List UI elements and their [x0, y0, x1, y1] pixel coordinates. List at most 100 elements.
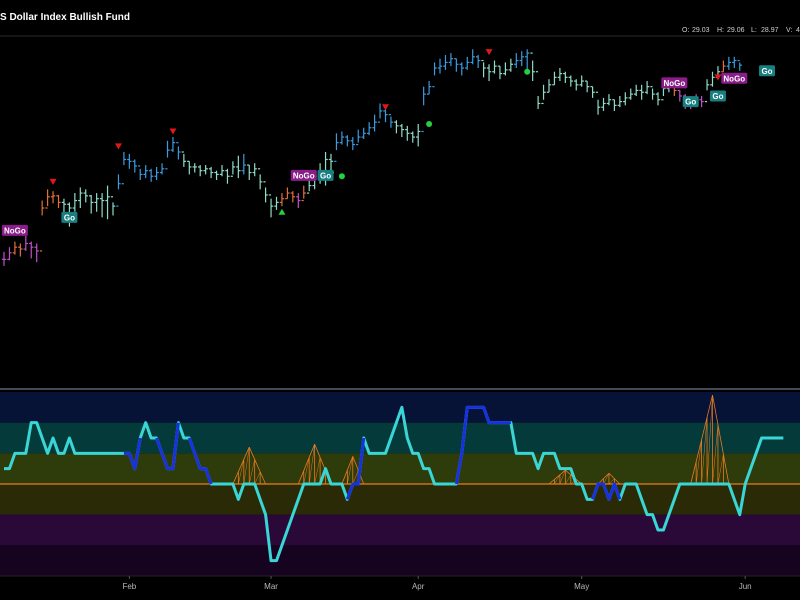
price-bar — [290, 191, 296, 203]
price-bar — [388, 114, 394, 128]
ohlc-high-value: 29.06 — [727, 27, 745, 34]
price-bar — [552, 71, 557, 86]
signal-triangle-down — [169, 128, 177, 135]
price-bar — [710, 71, 715, 87]
histogram-mesh — [249, 459, 255, 485]
price-bar — [579, 75, 584, 87]
nogo-label: NoGo — [290, 169, 317, 181]
histogram-mesh — [695, 439, 702, 485]
price-bar — [116, 174, 121, 207]
nogo-label-text: NoGo — [4, 226, 26, 235]
x-tick-label: Feb — [122, 582, 136, 591]
oscillator-strong-segments — [123, 405, 622, 501]
price-bar — [432, 62, 437, 88]
price-bar — [481, 59, 486, 78]
signal-triangle-down — [714, 74, 722, 81]
price-bar — [132, 159, 137, 173]
ohlc-low-value: 28.97 — [761, 27, 779, 34]
oscillator-strong-segment — [345, 437, 366, 500]
go-label-text: Go — [64, 213, 75, 222]
price-bar — [296, 193, 301, 208]
price-bar — [268, 194, 274, 218]
price-bar — [612, 99, 617, 111]
histogram-edge — [701, 417, 708, 440]
price-bar — [192, 163, 197, 173]
signal-dot — [426, 121, 433, 127]
histogram-edge — [559, 469, 566, 476]
histogram-mesh — [243, 447, 250, 485]
price-bar — [334, 133, 339, 162]
price-bar — [584, 80, 590, 93]
histogram-mesh — [314, 457, 321, 485]
price-bar — [159, 163, 165, 175]
signal-triangle-down — [485, 49, 493, 56]
go-label-box — [709, 90, 726, 102]
price-bar — [263, 181, 268, 203]
nogo-label-text: NoGo — [663, 79, 685, 88]
price-bar — [138, 165, 143, 180]
price-bar — [56, 194, 61, 208]
price-bar — [148, 168, 154, 182]
histogram-edge — [243, 447, 250, 460]
price-bar — [492, 60, 497, 74]
histogram-burst — [597, 472, 621, 485]
price-bar — [574, 79, 579, 91]
price-bar — [448, 53, 454, 67]
signal-dot — [524, 68, 531, 75]
price-bar — [105, 185, 110, 220]
price-bar — [394, 120, 399, 134]
price-bar — [12, 241, 18, 255]
price-bar — [219, 165, 225, 177]
nogo-label-box — [1, 224, 28, 236]
go-label-text: Go — [320, 171, 331, 180]
ohlc-open-label: O: — [682, 27, 689, 34]
price-bar — [78, 187, 83, 208]
price-bar — [208, 166, 214, 179]
price-bar — [252, 163, 257, 177]
histogram-edge — [303, 457, 310, 471]
price-bar — [721, 60, 726, 73]
ohlc-volume-value: 4 — [796, 27, 800, 34]
go-label-text: Go — [761, 67, 772, 76]
price-bar — [503, 62, 508, 76]
price-bar — [486, 64, 492, 82]
signal-dot — [338, 173, 345, 180]
price-bar — [18, 243, 23, 257]
histogram-edge — [723, 454, 730, 485]
histogram-edge — [603, 472, 610, 479]
histogram-edge — [314, 443, 321, 458]
price-bar — [465, 56, 470, 70]
price-bar — [279, 193, 285, 207]
oscillator-strong-segment — [187, 437, 213, 485]
price-bar — [459, 62, 464, 76]
price-bar — [83, 189, 88, 203]
price-bar — [236, 155, 241, 179]
price-bar — [519, 51, 524, 67]
nogo-label-text: NoGo — [293, 171, 315, 180]
price-bar — [187, 160, 192, 175]
go-label-box — [317, 169, 334, 181]
price-bar — [634, 84, 639, 96]
go-label-text: Go — [685, 98, 696, 107]
histogram-edge — [308, 443, 316, 458]
price-bar — [655, 92, 661, 106]
histogram-mesh — [603, 473, 610, 485]
histogram-edge — [706, 394, 713, 418]
histogram-mesh — [717, 454, 724, 485]
price-bar — [508, 58, 514, 72]
histogram-mesh — [298, 470, 304, 485]
histogram-edge — [695, 439, 702, 462]
price-bar — [198, 165, 203, 177]
histogram-edge — [346, 456, 354, 471]
histogram-edge — [614, 478, 621, 485]
time-axis: Feb Mar Apr May Jun — [122, 576, 752, 591]
price-bar — [39, 200, 45, 252]
price-bar — [650, 86, 655, 100]
price-bar — [274, 196, 279, 210]
price-bar — [165, 140, 170, 170]
price-bar — [154, 166, 159, 180]
price-bar — [7, 247, 12, 261]
price-bar — [307, 180, 312, 194]
price-bar — [737, 59, 742, 71]
price-bar — [372, 114, 377, 132]
